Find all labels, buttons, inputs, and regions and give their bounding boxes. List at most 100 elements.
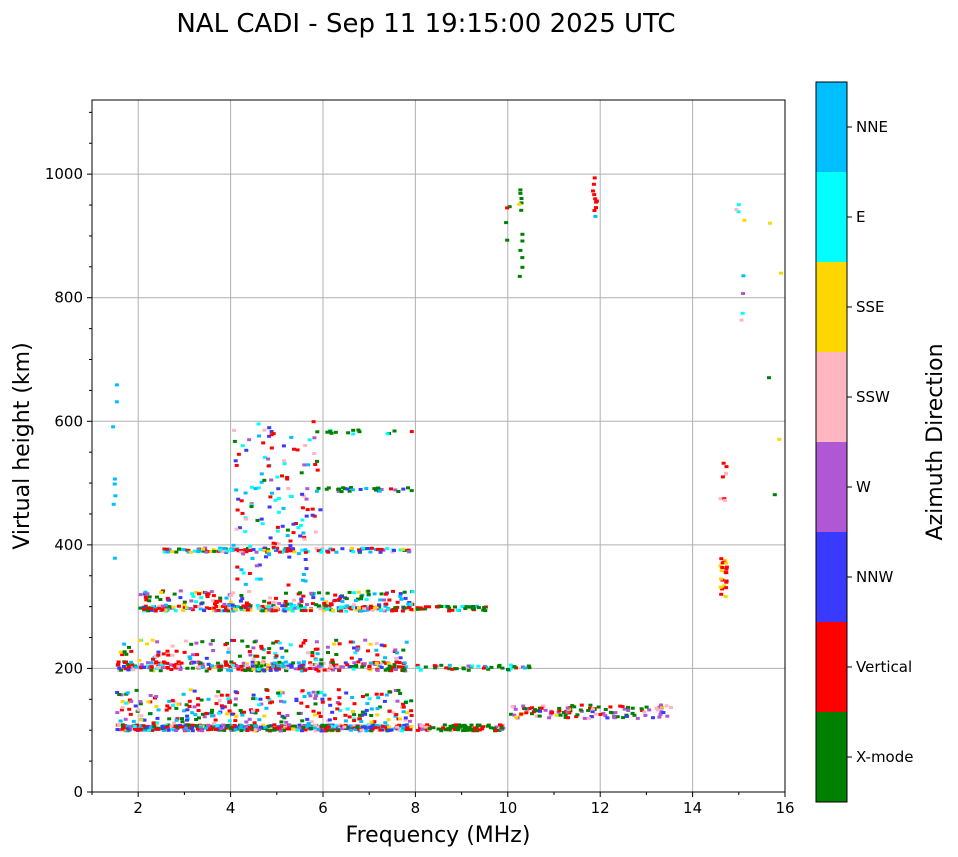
echo-point xyxy=(398,656,403,660)
echo-point xyxy=(398,548,403,552)
echo-point xyxy=(369,707,374,711)
colorbar-tick-label: NNE xyxy=(856,118,888,136)
echo-point xyxy=(368,642,373,646)
echo-point xyxy=(235,665,240,668)
echo-point xyxy=(227,719,232,723)
echo-point xyxy=(225,549,230,553)
echo-point xyxy=(214,665,219,669)
echo-point xyxy=(184,639,188,643)
echo-point xyxy=(142,607,146,611)
echo-point xyxy=(548,714,553,717)
echo-point xyxy=(271,641,276,645)
echo-point xyxy=(262,663,266,667)
echo-point xyxy=(114,383,119,387)
echo-point xyxy=(126,727,131,730)
echo-point xyxy=(242,710,246,714)
echo-point xyxy=(277,711,282,715)
echo-point xyxy=(436,727,441,731)
echo-point xyxy=(201,547,205,551)
echo-point xyxy=(722,584,727,588)
echo-point xyxy=(321,607,326,611)
echo-point xyxy=(474,604,479,608)
echo-point xyxy=(282,602,287,606)
echo-point xyxy=(489,665,494,669)
echo-point xyxy=(243,548,248,552)
echo-point xyxy=(151,605,155,608)
echo-point xyxy=(248,608,253,612)
echo-point xyxy=(383,656,388,660)
echo-point xyxy=(267,553,271,557)
echo-point xyxy=(330,658,335,662)
echo-point xyxy=(402,667,407,671)
echo-point xyxy=(267,434,272,438)
echo-point xyxy=(112,482,117,486)
echo-point xyxy=(625,714,629,718)
echo-point xyxy=(251,667,256,671)
echo-point xyxy=(350,665,355,668)
echo-point xyxy=(718,577,723,581)
echo-point xyxy=(235,508,240,512)
echo-point xyxy=(219,704,224,708)
echo-point xyxy=(245,644,250,648)
echo-point xyxy=(723,595,728,599)
echo-point xyxy=(377,705,382,709)
echo-point xyxy=(409,714,414,717)
echo-point xyxy=(403,596,408,600)
echo-point xyxy=(269,433,274,437)
echo-point xyxy=(342,725,347,729)
echo-point xyxy=(369,714,374,717)
echo-point xyxy=(343,487,347,491)
echo-point xyxy=(286,664,291,668)
echo-point xyxy=(236,497,241,501)
echo-point xyxy=(232,723,237,727)
echo-point xyxy=(195,727,200,731)
echo-point xyxy=(253,487,258,491)
echo-point xyxy=(282,728,286,732)
echo-point xyxy=(283,609,288,613)
x-tick-label: 8 xyxy=(411,799,421,817)
echo-point xyxy=(290,724,295,728)
echo-point xyxy=(160,666,165,670)
echo-point xyxy=(319,548,324,552)
echo-point xyxy=(372,606,377,610)
echo-point xyxy=(185,548,190,552)
echo-point xyxy=(280,550,285,554)
echo-point xyxy=(423,725,428,729)
echo-point xyxy=(206,697,211,701)
echo-point xyxy=(279,729,283,733)
echo-point xyxy=(347,715,352,719)
echo-point xyxy=(340,727,345,731)
echo-point xyxy=(174,729,179,732)
echo-point xyxy=(239,664,244,668)
echo-point xyxy=(254,663,259,667)
echo-point xyxy=(323,724,327,728)
echo-point xyxy=(368,668,373,672)
echo-point xyxy=(354,608,359,612)
echo-point xyxy=(318,607,323,611)
echo-point xyxy=(139,718,143,722)
echo-point xyxy=(281,444,286,448)
echo-point xyxy=(333,430,338,434)
echo-point xyxy=(260,609,265,613)
echo-point xyxy=(275,546,280,550)
echo-point xyxy=(359,597,363,601)
echo-point xyxy=(363,712,368,716)
echo-point xyxy=(194,590,198,594)
echo-point xyxy=(539,706,544,710)
echo-point xyxy=(351,667,356,671)
echo-point xyxy=(241,604,246,608)
echo-point xyxy=(350,696,355,699)
echo-point xyxy=(149,668,154,672)
echo-point xyxy=(210,714,214,718)
echo-point xyxy=(250,556,255,560)
echo-point xyxy=(214,726,219,730)
echo-point xyxy=(378,598,383,602)
echo-point xyxy=(451,724,456,728)
echo-point xyxy=(131,668,136,672)
echo-point xyxy=(325,591,330,595)
echo-point xyxy=(156,708,161,712)
echo-point xyxy=(217,548,222,552)
echo-point xyxy=(592,209,597,212)
echo-point xyxy=(355,726,360,729)
echo-point xyxy=(323,603,328,607)
